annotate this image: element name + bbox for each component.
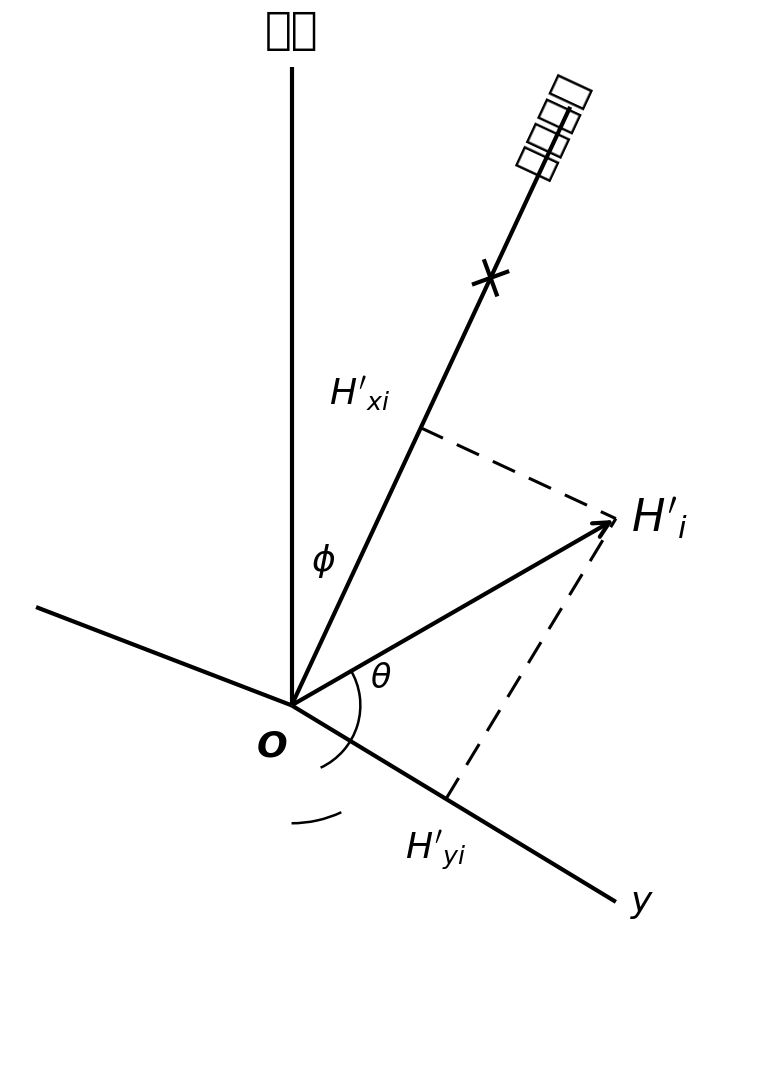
Text: $\theta$: $\theta$ xyxy=(370,662,392,695)
Text: $H'_{yi}$: $H'_{yi}$ xyxy=(405,829,467,872)
Text: $H'_{xi}$: $H'_{xi}$ xyxy=(329,375,392,413)
Text: $H'_i$: $H'_i$ xyxy=(631,495,688,541)
Text: $\phi$: $\phi$ xyxy=(311,542,336,580)
Text: O: O xyxy=(257,730,287,763)
Text: y: y xyxy=(631,885,652,919)
Text: 磁北: 磁北 xyxy=(265,9,319,52)
Text: 井斜方位: 井斜方位 xyxy=(511,68,595,183)
